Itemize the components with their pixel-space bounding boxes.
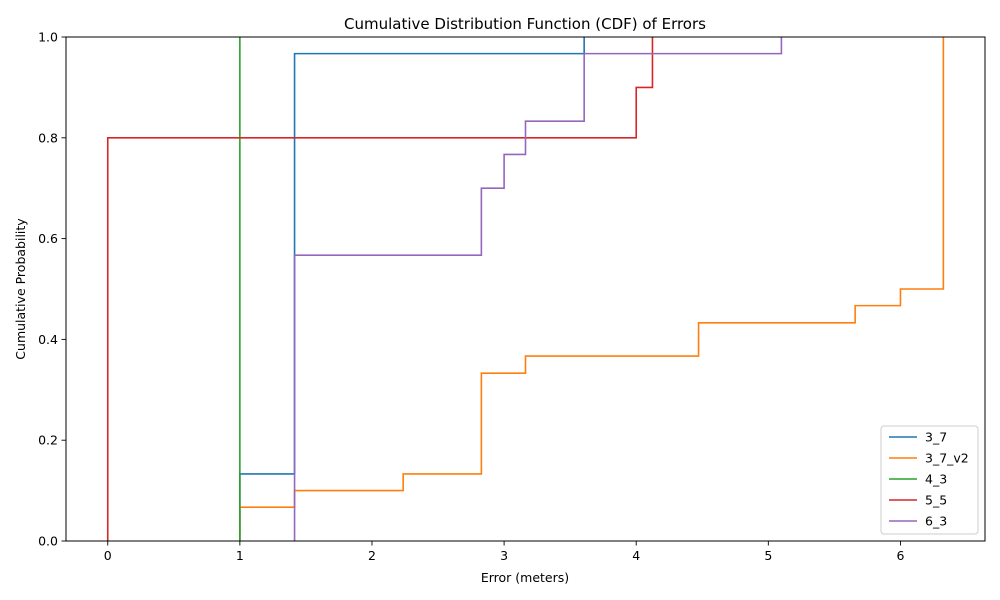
y-tick-label: 1.0 [38, 30, 58, 45]
y-axis: 0.0 0.2 0.4 0.6 0.8 1.0 [38, 30, 66, 549]
series-line-5_5 [106, 37, 654, 541]
x-axis-label: Error (meters) [481, 570, 569, 585]
plot-frame [65, 36, 986, 542]
x-axis: 0 1 2 3 4 5 6 [104, 541, 904, 563]
plot-series [106, 37, 945, 541]
y-tick-label: 0.6 [38, 231, 58, 246]
legend-label-6_3: 6_3 [925, 514, 947, 529]
series-line-3_7_v2 [239, 37, 945, 541]
series-line-6_3 [293, 37, 783, 541]
y-tick-label: 0.2 [38, 433, 58, 448]
legend-label-3_7: 3_7 [925, 430, 947, 445]
chart-title: Cumulative Distribution Function (CDF) o… [344, 15, 706, 33]
x-tick-label: 3 [500, 548, 508, 563]
x-tick-label: 0 [104, 548, 112, 563]
legend-label-4_3: 4_3 [925, 472, 947, 487]
y-tick-label: 0.0 [38, 534, 58, 549]
x-tick-label: 6 [896, 548, 904, 563]
y-tick-label: 0.8 [38, 130, 58, 145]
legend-box [880, 425, 979, 535]
x-tick-label: 5 [764, 548, 772, 563]
x-tick-label: 4 [632, 548, 640, 563]
series-line-3_7 [239, 37, 585, 541]
x-tick-label: 1 [236, 548, 244, 563]
x-tick-label: 2 [368, 548, 376, 563]
legend-label-3_7_v2: 3_7_v2 [925, 451, 969, 466]
y-axis-label: Cumulative Probability [13, 218, 28, 360]
y-tick-label: 0.4 [38, 332, 58, 347]
legend-label-5_5: 5_5 [925, 493, 947, 508]
legend: 3_7 3_7_v2 4_3 5_5 6_3 [880, 425, 979, 535]
